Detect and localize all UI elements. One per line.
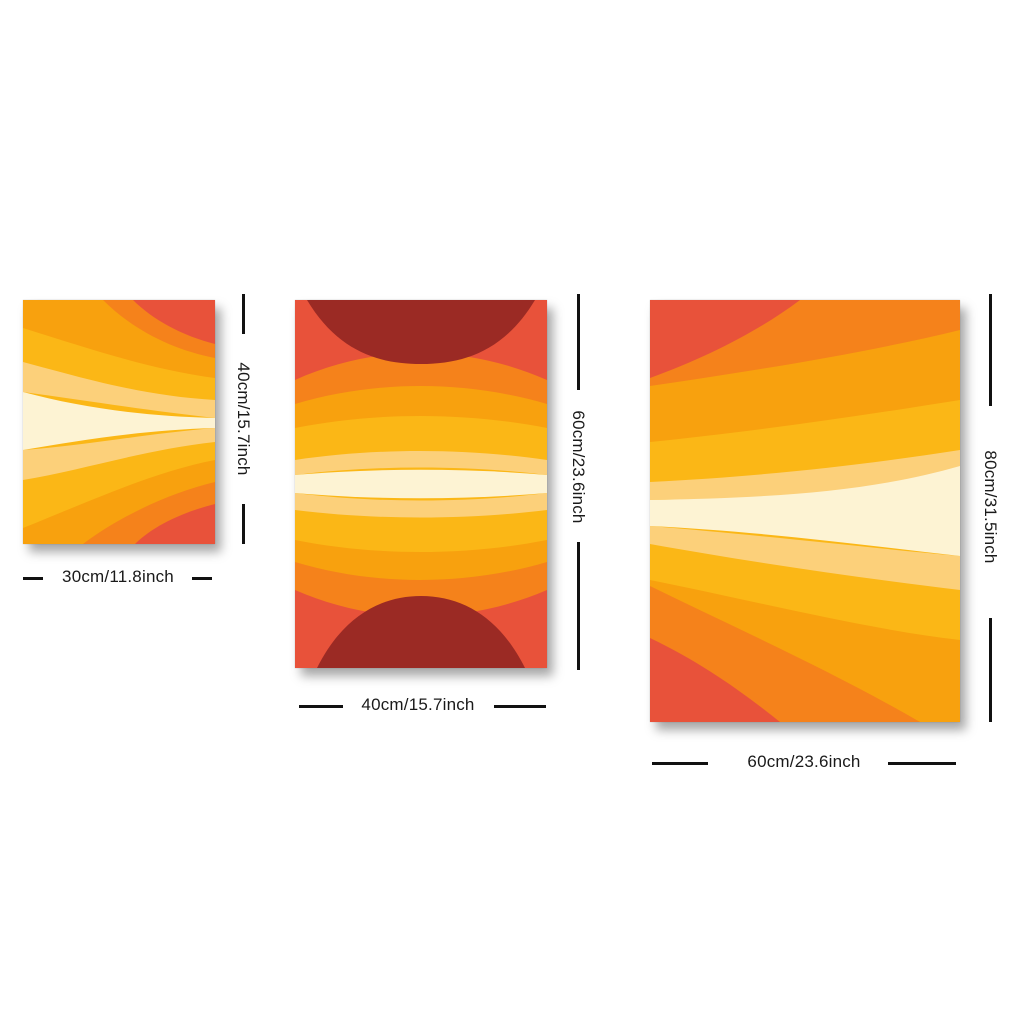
small-height-line-bottom [242,504,245,544]
small-width-line-left [23,577,43,580]
small-width-line-right [192,577,212,580]
large-width-line-right [888,762,956,765]
large-height-label: 80cm/31.5inch [981,450,1000,564]
large-height-line-bottom [989,618,992,722]
large-canvas-rays-pattern [650,300,960,722]
small-width-label: 30cm/11.8inch [62,567,174,586]
medium-width-line-right [494,705,546,708]
small-height-line-top [242,294,245,334]
medium-width-label: 40cm/15.7inch [361,695,475,714]
large-width-line-left [652,762,708,765]
large-width-label: 60cm/23.6inch [747,752,861,771]
medium-canvas-artwork [295,300,547,668]
medium-height-line-top [577,294,580,390]
large-height-line-top [989,294,992,406]
medium-width-line-left [299,705,343,708]
small-canvas-rays-pattern [23,300,215,544]
medium-height-line-bottom [577,542,580,670]
large-canvas-artwork [650,300,960,722]
small-canvas-artwork [23,300,215,544]
medium-height-label: 60cm/23.6inch [569,410,588,524]
small-height-label: 40cm/15.7inch [234,362,253,476]
medium-canvas-arches-pattern [295,300,547,668]
